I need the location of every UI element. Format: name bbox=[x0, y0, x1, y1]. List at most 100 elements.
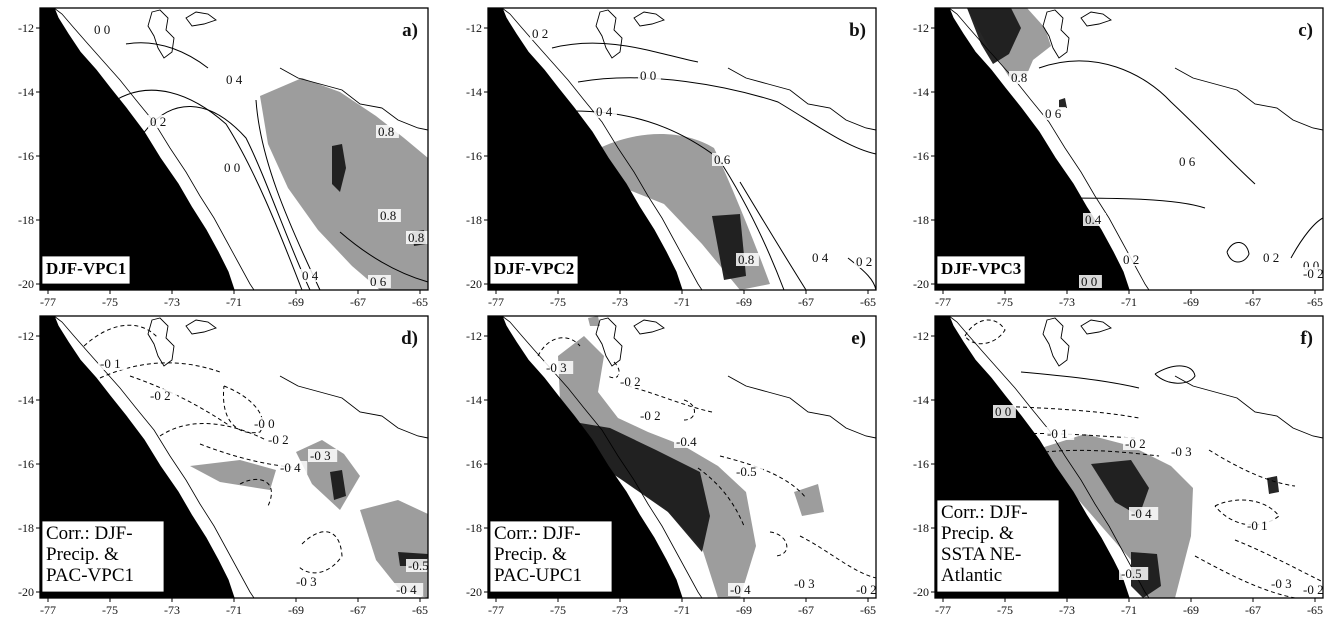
x-tick-label: -67 bbox=[1245, 295, 1261, 309]
contour-label-bg bbox=[728, 583, 758, 596]
contour-label-bg bbox=[993, 405, 1016, 418]
correlation-shade bbox=[190, 460, 276, 490]
contour-label: 0.8 bbox=[1011, 70, 1027, 85]
y-tick-label: -12 bbox=[466, 329, 482, 343]
contour-label: 0 0 bbox=[640, 68, 656, 83]
contour-line bbox=[125, 42, 209, 69]
contour-label: 0.8 bbox=[408, 230, 424, 245]
contour-label: 0 0 bbox=[224, 160, 240, 175]
contour-label: -0 3 bbox=[1271, 576, 1292, 591]
correlation-shade-dark bbox=[1091, 460, 1149, 516]
y-tick-label: -16 bbox=[18, 457, 34, 471]
panel-label-line: Precip. & bbox=[941, 523, 1014, 544]
panel-label-line: Atlantic bbox=[941, 565, 1002, 586]
x-tick-label: -73 bbox=[1059, 603, 1075, 617]
contour-line bbox=[339, 231, 429, 283]
y-tick-label: -20 bbox=[913, 277, 929, 291]
contour-label-bg bbox=[98, 357, 128, 370]
y-tick-label: -14 bbox=[466, 85, 482, 99]
x-tick-label: -71 bbox=[1121, 295, 1137, 309]
panel-label-line: Precip. & bbox=[494, 544, 567, 565]
contour-label-bg bbox=[92, 23, 115, 36]
contour-label-bg bbox=[1119, 567, 1149, 580]
contour-label: 0 4 bbox=[596, 104, 613, 119]
panel-letter: f) bbox=[1300, 328, 1313, 349]
correlation-shade-dark bbox=[967, 8, 1021, 64]
contour-label-bg bbox=[378, 209, 401, 222]
contour-label-bg bbox=[594, 105, 617, 118]
x-tick-label: -75 bbox=[997, 603, 1013, 617]
map-svg: 0 0 0 4 0 2 0 0 0.8 0.8 0.8 0 4 0 6 a) DJF-VPC1 -12… bbox=[18, 7, 429, 309]
contour-label: -0 2 bbox=[640, 408, 661, 423]
lake-titicaca-outline bbox=[595, 9, 665, 59]
contour-label-bg bbox=[308, 449, 338, 462]
x-tick-label: -71 bbox=[674, 603, 690, 617]
contour-label: 0 0 bbox=[94, 22, 110, 37]
pacific-ocean bbox=[488, 8, 682, 290]
x-tick-label: -69 bbox=[736, 295, 752, 309]
contour-label-bg bbox=[394, 583, 424, 596]
contour-label: -0 1 bbox=[1047, 426, 1068, 441]
country-border bbox=[53, 7, 255, 291]
x-tick-label: -69 bbox=[288, 295, 304, 309]
contour-label-bg bbox=[530, 27, 553, 40]
contour-label-bg bbox=[736, 253, 759, 266]
contour-line-dashed bbox=[159, 423, 267, 441]
contour-line bbox=[1154, 365, 1196, 384]
panel-label-box bbox=[489, 255, 579, 285]
contour-label: -0 2 bbox=[856, 582, 877, 597]
contour-label: 0.4 bbox=[1085, 212, 1102, 227]
map-body: 0 0 0 4 0 2 0 0 0.8 0.8 0.8 0 4 0 6 a) DJF-VPC1 bbox=[39, 7, 429, 291]
panel-letter: e) bbox=[851, 328, 866, 349]
x-tick-label: -73 bbox=[164, 603, 180, 617]
x-tick-label: -65 bbox=[412, 603, 428, 617]
country-border bbox=[948, 7, 1150, 291]
correlation-shade-dark bbox=[1267, 476, 1279, 494]
x-tick-label: -65 bbox=[1307, 295, 1323, 309]
panel-label-line: Corr.: DJF- bbox=[46, 523, 133, 544]
panel-letter: d) bbox=[401, 328, 418, 349]
contour-label-bg bbox=[544, 361, 574, 374]
contour-label-bg bbox=[368, 275, 391, 288]
coastline bbox=[501, 7, 683, 291]
x-tick-label: -65 bbox=[860, 295, 876, 309]
contour-line bbox=[1038, 60, 1256, 185]
contour-label: -0 2 bbox=[268, 432, 289, 447]
contour-label-bg bbox=[1079, 275, 1102, 288]
contour-label-bg bbox=[294, 575, 324, 588]
y-tick-label: -20 bbox=[466, 585, 482, 599]
contour-label-bg bbox=[1043, 107, 1066, 120]
altiplano-border bbox=[1174, 375, 1324, 439]
panel-label-line: PAC-VPC1 bbox=[46, 565, 134, 586]
y-tick-label: -20 bbox=[18, 585, 34, 599]
contour-label: 0 0 bbox=[1081, 274, 1097, 289]
x-tick-label: -65 bbox=[1307, 603, 1323, 617]
y-tick-label: -20 bbox=[913, 585, 929, 599]
contour-label: -0 2 bbox=[150, 388, 171, 403]
contour-label: -0 3 bbox=[1171, 444, 1192, 459]
contour-label-bg bbox=[1177, 155, 1200, 168]
lake-titicaca-outline bbox=[147, 317, 217, 367]
y-tick-label: -14 bbox=[913, 85, 929, 99]
coastline bbox=[948, 7, 1130, 291]
contour-label-bg bbox=[1169, 445, 1199, 458]
contour-label-bg bbox=[1123, 437, 1153, 450]
map-panel-e: -0 3 -0 2 -0 2 -0.4 -0.5 -0 3 -0 2 -0 4 e) Corr.:… bbox=[448, 308, 884, 617]
contour-label: -0 4 bbox=[730, 582, 751, 597]
x-tick-label: -65 bbox=[412, 295, 428, 309]
panel-letter: a) bbox=[402, 20, 418, 41]
x-tick-label: -77 bbox=[935, 603, 951, 617]
contour-label-bg bbox=[300, 269, 323, 282]
y-tick-label: -18 bbox=[913, 521, 929, 535]
contour-line-dashed bbox=[799, 535, 877, 579]
contour-label-bg bbox=[266, 433, 296, 446]
y-tick-label: -16 bbox=[466, 149, 482, 163]
y-tick-label: -16 bbox=[913, 457, 929, 471]
x-tick-label: -67 bbox=[350, 603, 366, 617]
contour-line-dashed bbox=[222, 385, 263, 434]
correlation-shade-dark bbox=[330, 470, 346, 500]
y-tick-label: -14 bbox=[466, 393, 482, 407]
lake-titicaca-outline bbox=[147, 9, 217, 59]
pacific-ocean bbox=[40, 8, 234, 290]
contour-label-bg bbox=[1301, 267, 1327, 280]
